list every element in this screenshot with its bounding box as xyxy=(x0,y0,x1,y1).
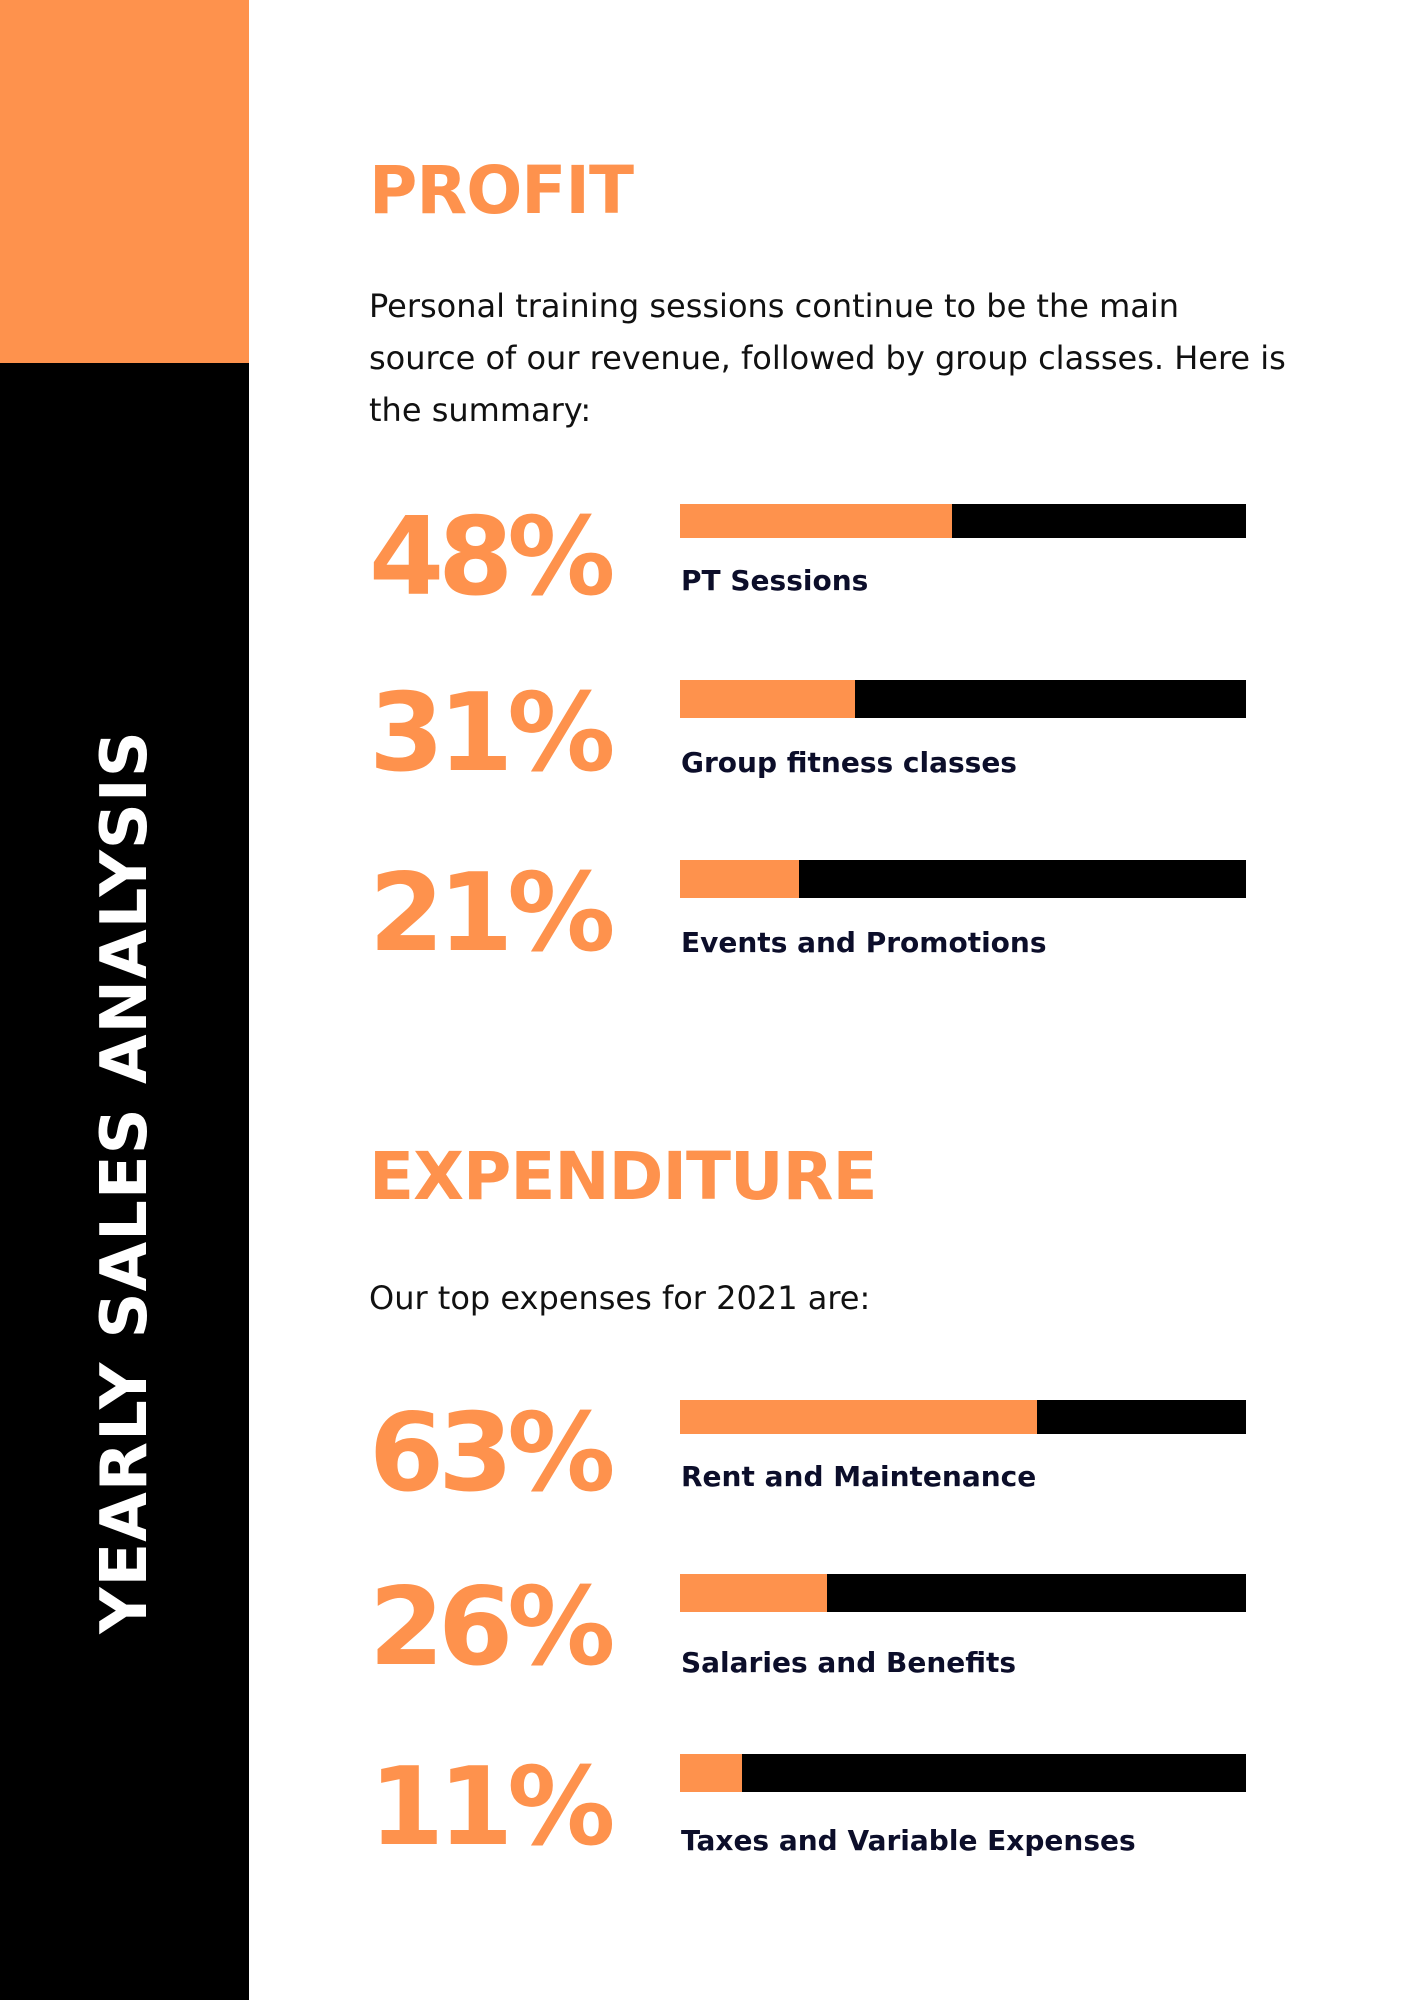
profit-stat-events-promotions: 21% Events and Promotions xyxy=(369,860,1249,980)
stat-percent: 11% xyxy=(369,1745,616,1870)
stat-percent: 48% xyxy=(369,495,616,620)
progress-bar-fill xyxy=(680,680,856,718)
stat-percent: 26% xyxy=(369,1565,616,1690)
expenditure-stat-taxes-variable: 11% Taxes and Variable Expenses xyxy=(369,1754,1249,1874)
stat-label: Events and Promotions xyxy=(681,926,1047,959)
progress-bar xyxy=(680,1754,1246,1792)
profit-stat-pt-sessions: 48% PT Sessions xyxy=(369,504,1249,624)
progress-bar xyxy=(680,504,1246,538)
stat-label: PT Sessions xyxy=(681,564,869,597)
expenditure-intro: Our top expenses for 2021 are: xyxy=(369,1279,871,1317)
stat-label: Group fitness classes xyxy=(681,746,1017,779)
progress-bar-fill xyxy=(680,860,799,898)
progress-bar xyxy=(680,680,1246,718)
stat-percent: 31% xyxy=(369,671,616,796)
progress-bar xyxy=(680,860,1246,898)
stat-label: Taxes and Variable Expenses xyxy=(681,1824,1136,1857)
stat-percent: 21% xyxy=(369,851,616,976)
progress-bar xyxy=(680,1400,1246,1434)
expenditure-heading: EXPENDITURE xyxy=(369,1138,878,1215)
progress-bar-fill xyxy=(680,504,952,538)
sidebar-band xyxy=(0,363,249,2000)
profit-stat-group-fitness: 31% Group fitness classes xyxy=(369,680,1249,800)
expenditure-stat-rent-maintenance: 63% Rent and Maintenance xyxy=(369,1400,1249,1520)
stat-label: Rent and Maintenance xyxy=(681,1460,1037,1493)
profit-intro: Personal training sessions continue to b… xyxy=(369,287,1286,429)
stat-percent: 63% xyxy=(369,1391,616,1516)
sidebar-accent-block xyxy=(0,0,249,363)
profit-heading: PROFIT xyxy=(369,152,634,229)
stat-label: Salaries and Benefits xyxy=(681,1646,1017,1679)
progress-bar-fill xyxy=(680,1574,828,1612)
progress-bar xyxy=(680,1574,1246,1612)
progress-bar-fill xyxy=(680,1754,743,1792)
sidebar-title: YEARLY SALES ANALYSIS xyxy=(88,730,162,1634)
expenditure-stat-salaries-benefits: 26% Salaries and Benefits xyxy=(369,1574,1249,1694)
progress-bar-fill xyxy=(680,1400,1037,1434)
